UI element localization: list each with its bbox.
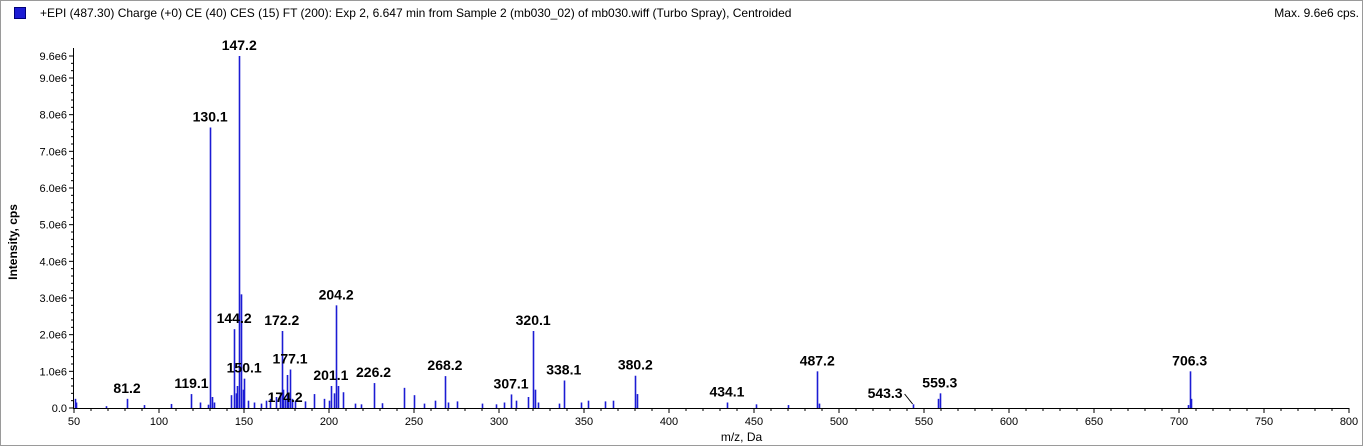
peak-label: 201.1 xyxy=(313,367,348,383)
peak-label: 487.2 xyxy=(800,352,835,368)
peak-label: 380.2 xyxy=(618,357,653,373)
peak-leader-line xyxy=(904,393,914,405)
y-tick-label: 7.0e6 xyxy=(39,146,67,158)
peak-label: 174.2 xyxy=(268,389,303,405)
peak-label: 144.2 xyxy=(217,310,252,326)
peak-label: 559.3 xyxy=(922,374,957,390)
peak-label: 172.2 xyxy=(264,312,299,328)
x-tick-label: 250 xyxy=(405,416,423,428)
y-tick-label: 9.6e6 xyxy=(39,51,67,63)
x-tick-label: 750 xyxy=(1255,416,1273,428)
x-axis-title: m/z, Da xyxy=(721,430,763,444)
y-tick-label: 5.0e6 xyxy=(39,220,67,232)
peak-label: 226.2 xyxy=(356,364,391,380)
x-tick-label: 800 xyxy=(1340,416,1358,428)
y-tick-label: 1.0e6 xyxy=(39,366,67,378)
y-tick-label: 0.0 xyxy=(52,403,67,415)
x-tick-label: 600 xyxy=(1000,416,1018,428)
y-tick-label: 8.0e6 xyxy=(39,110,67,122)
peak-label: 338.1 xyxy=(546,362,581,378)
x-tick-label: 300 xyxy=(490,416,508,428)
max-intensity-label: Max. 9.6e6 cps. xyxy=(1274,6,1359,20)
peak-label: 130.1 xyxy=(193,109,228,125)
peak-label: 119.1 xyxy=(174,375,208,391)
peak-label: 177.1 xyxy=(273,351,308,367)
peak-label: 706.3 xyxy=(1172,352,1207,368)
y-tick-label: 2.0e6 xyxy=(39,330,67,342)
y-tick-label: 9.0e6 xyxy=(39,73,67,85)
peak-label: 147.2 xyxy=(222,37,257,53)
x-tick-label: 450 xyxy=(745,416,763,428)
x-tick-label: 350 xyxy=(575,416,593,428)
x-tick-label: 550 xyxy=(915,416,933,428)
y-tick-label: 4.0e6 xyxy=(39,256,67,268)
spectrum-title: +EPI (487.30) Charge (+0) CE (40) CES (1… xyxy=(40,6,792,20)
y-tick-label: 6.0e6 xyxy=(39,183,67,195)
series-legend-swatch[interactable] xyxy=(14,7,26,19)
x-tick-label: 400 xyxy=(660,416,678,428)
peak-bars xyxy=(74,56,1193,408)
peak-label: 320.1 xyxy=(516,312,551,328)
x-tick-label: 200 xyxy=(320,416,338,428)
peak-labels: 81.2 119.1 130.1 144.2 147.2 150.1 172.2 174.2 1… xyxy=(113,37,1207,405)
x-tick-label: 700 xyxy=(1170,416,1188,428)
y-tick-label: 3.0e6 xyxy=(39,293,67,305)
spectrum-header: +EPI (487.30) Charge (+0) CE (40) CES (1… xyxy=(14,6,1359,22)
x-tick-label: 100 xyxy=(150,416,168,428)
y-axis-title: Intensity, cps xyxy=(6,204,20,280)
x-tick-label: 50 xyxy=(68,416,80,428)
peak-label: 543.3 xyxy=(868,385,903,401)
peak-label: 307.1 xyxy=(494,375,529,391)
peak-label: 434.1 xyxy=(709,384,744,400)
x-tick-label: 150 xyxy=(235,416,253,428)
x-tick-label: 650 xyxy=(1085,416,1103,428)
peak-label: 150.1 xyxy=(227,360,262,376)
peak-label: 268.2 xyxy=(427,357,462,373)
peak-label: 204.2 xyxy=(319,286,354,302)
x-tick-label: 500 xyxy=(830,416,848,428)
peak-label: 81.2 xyxy=(113,380,140,396)
